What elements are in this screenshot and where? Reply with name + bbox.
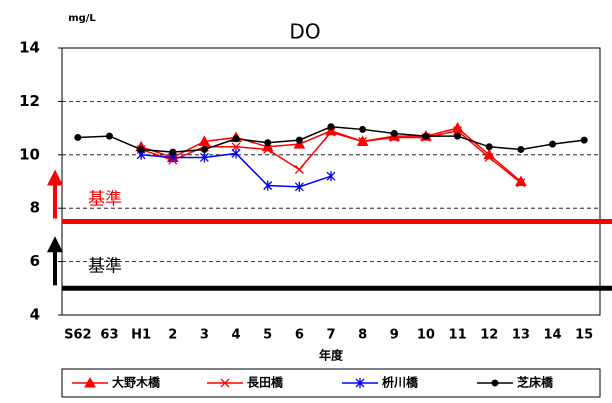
x-tick-label: 15 [575,328,593,343]
marker [580,136,588,144]
reference-label: 基準 [88,256,122,276]
marker [220,378,230,388]
marker [294,165,304,174]
marker [454,132,462,140]
x-tick-label: 3 [200,328,209,343]
marker [516,178,526,188]
legend-label: 大野木橋 [112,375,161,390]
x-tick-label: 9 [390,328,399,343]
marker [137,145,145,153]
x-tick-label: 10 [417,328,435,343]
x-tick-label: 7 [326,328,335,343]
marker [169,148,177,156]
marker [422,132,430,140]
marker [295,136,303,144]
x-tick-label: 4 [232,328,241,343]
x-tick-label: H1 [131,328,151,343]
marker [231,148,241,159]
marker [74,133,82,141]
x-tick-label: 5 [263,328,272,343]
legend-label: 長田橋 [247,375,284,390]
marker [358,136,368,146]
y-tick-label: 14 [19,39,40,57]
x-tick-label: 13 [512,328,530,343]
marker [485,143,493,151]
reference-label: 基準 [88,190,122,210]
x-tick-label: 8 [358,328,367,343]
marker [263,180,273,191]
y-tick-label: 8 [30,199,40,217]
y-tick-label: 10 [19,145,40,163]
marker [198,135,211,146]
x-tick-label: 14 [543,328,561,343]
chart-title: DO [289,20,320,44]
x-tick-label: 12 [480,328,498,343]
x-axis-label: 年度 [319,348,344,363]
marker [390,129,398,137]
unit-label: mg/L [68,13,96,24]
marker [549,140,557,148]
marker [359,125,367,133]
marker [484,153,494,162]
marker [453,126,463,136]
marker [517,145,525,153]
reference-arrow-head [47,169,63,186]
marker [200,145,208,153]
y-tick-label: 6 [30,252,40,270]
marker [264,139,272,147]
marker [355,378,365,388]
x-tick-label: 11 [449,328,467,343]
marker [293,138,306,149]
legend-label: 枡川橋 [382,375,419,390]
marker [105,132,113,140]
marker [84,376,96,388]
reference-arrow-head [47,236,63,253]
x-tick-label: 2 [168,328,177,343]
marker [232,135,240,143]
marker [263,145,273,154]
y-tick-label: 4 [30,306,40,324]
legend-label: 芝床橋 [517,375,554,390]
marker [491,379,499,387]
marker [327,123,335,131]
x-tick-label: S62 [64,328,91,343]
marker [199,152,209,163]
marker [326,171,336,182]
marker [294,181,304,192]
legend-box [61,368,601,398]
plot-border [61,47,601,316]
y-tick-label: 12 [19,92,40,110]
x-tick-label: 63 [100,328,118,343]
marker [326,127,336,137]
marker [231,142,241,152]
x-tick-label: 6 [295,328,304,343]
